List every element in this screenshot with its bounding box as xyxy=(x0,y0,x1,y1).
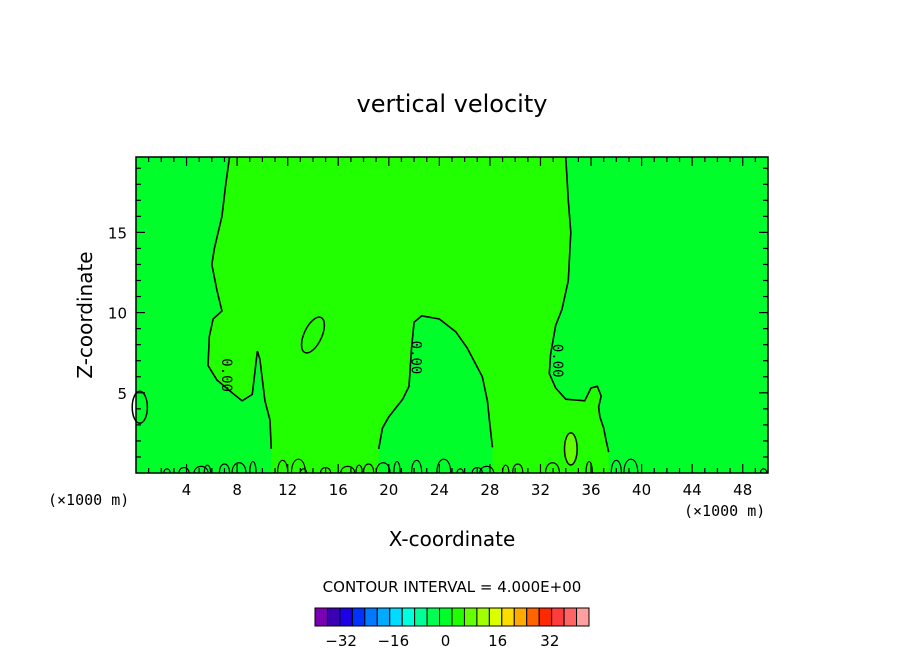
y-axis-label: Z-coordinate xyxy=(73,251,97,378)
colorbar-tick-label: 16 xyxy=(488,632,507,650)
colorbar-swatch xyxy=(314,607,328,627)
contour-label: 0.00 xyxy=(549,344,565,378)
closed-contour-cell-x1 xyxy=(131,390,149,425)
near-surface-contour xyxy=(471,466,483,474)
chart-title: vertical velocity xyxy=(357,90,548,118)
near-surface-contour xyxy=(231,462,247,474)
x-tick-label: 36 xyxy=(581,481,600,499)
updraft-region xyxy=(208,157,609,473)
colorbar-swatch xyxy=(339,607,353,627)
x-unit-left: (×1000 m) xyxy=(48,491,129,509)
near-surface-contour xyxy=(623,458,639,474)
x-tick-label: 48 xyxy=(733,481,752,499)
near-surface-contour xyxy=(544,462,561,474)
colorbar-swatch xyxy=(426,607,441,627)
y-tick-label: 10 xyxy=(108,305,127,323)
colorbar-swatch xyxy=(513,607,528,627)
near-surface-contour xyxy=(512,463,524,474)
colorbar-swatch xyxy=(376,607,391,627)
colorbar-swatch xyxy=(538,607,553,627)
near-surface-contour xyxy=(456,468,464,474)
x-tick-label: 28 xyxy=(480,481,499,499)
x-axis-label: X-coordinate xyxy=(389,527,516,551)
colorbar-swatch xyxy=(364,607,378,627)
near-surface-contour xyxy=(218,463,231,474)
colorbar-swatch xyxy=(488,607,503,627)
near-surface-contour xyxy=(178,466,190,474)
colorbar-tick-label: −32 xyxy=(325,632,357,650)
colorbar-swatch xyxy=(501,607,515,627)
colorbar: −32 −16 0 16 32 xyxy=(314,607,590,650)
downdraft-dome-fill xyxy=(378,315,493,473)
near-surface-contour xyxy=(759,468,768,474)
near-surface-contour xyxy=(203,464,212,474)
near-surface-contour xyxy=(410,459,423,474)
colorbar-swatch xyxy=(451,607,465,627)
y-tick-label: 15 xyxy=(108,224,127,242)
colorbar-swatch xyxy=(576,607,590,627)
near-surface-contour xyxy=(393,460,401,474)
colorbar-swatch xyxy=(526,607,540,627)
colorbar-swatch xyxy=(389,607,403,627)
x-tick-label: 4 xyxy=(182,481,192,499)
near-surface-contour xyxy=(355,464,363,474)
colorbar-swatch xyxy=(463,607,478,627)
zero-contour-left-updraft-boundary xyxy=(207,156,273,449)
contour-interval-label: CONTOUR INTERVAL = 4.000E+00 xyxy=(323,578,582,596)
x-unit-right: (×1000 m) xyxy=(684,502,765,520)
colorbar-swatch xyxy=(351,607,366,627)
colorbar-swatch xyxy=(401,607,416,627)
x-tick-label: 16 xyxy=(329,481,348,499)
x-tick-label: 32 xyxy=(531,481,550,499)
y-tick-label: 5 xyxy=(117,385,127,403)
near-surface-contour xyxy=(319,466,332,474)
colorbar-swatch xyxy=(476,607,490,627)
zero-contour-right-updraft-boundary xyxy=(548,156,610,453)
closed-contour-cell-x34 xyxy=(563,432,578,466)
x-tick-label: 24 xyxy=(430,481,449,499)
colorbar-tick-label: 32 xyxy=(540,632,559,650)
x-tick-label: 44 xyxy=(683,481,702,499)
near-surface-contour xyxy=(436,458,452,474)
contour-label: 0.00 xyxy=(408,341,424,375)
x-tick-label: 40 xyxy=(632,481,651,499)
x-tick-label: 8 xyxy=(232,481,242,499)
colorbar-swatch xyxy=(563,607,578,627)
colorbar-swatch xyxy=(551,607,565,627)
near-surface-contour xyxy=(193,465,209,474)
x-tick-label: 20 xyxy=(379,481,398,499)
colorbar-swatch xyxy=(414,607,428,627)
near-surface-contour xyxy=(340,465,356,474)
closed-contour-cell-x14 xyxy=(300,316,326,354)
near-surface-contour xyxy=(163,468,171,474)
colorbar-tick-label: 0 xyxy=(441,632,451,650)
colorbar-swatch xyxy=(326,607,341,627)
near-surface-contour xyxy=(585,460,593,474)
colorbar-swatch xyxy=(439,607,453,627)
contour-label: 0.00 xyxy=(218,358,234,392)
zero-contour-dome xyxy=(377,314,494,450)
x-tick-label: 12 xyxy=(278,481,297,499)
near-surface-contour xyxy=(479,465,495,474)
colorbar-tick-label: −16 xyxy=(377,632,409,650)
near-surface-contour xyxy=(610,459,622,474)
